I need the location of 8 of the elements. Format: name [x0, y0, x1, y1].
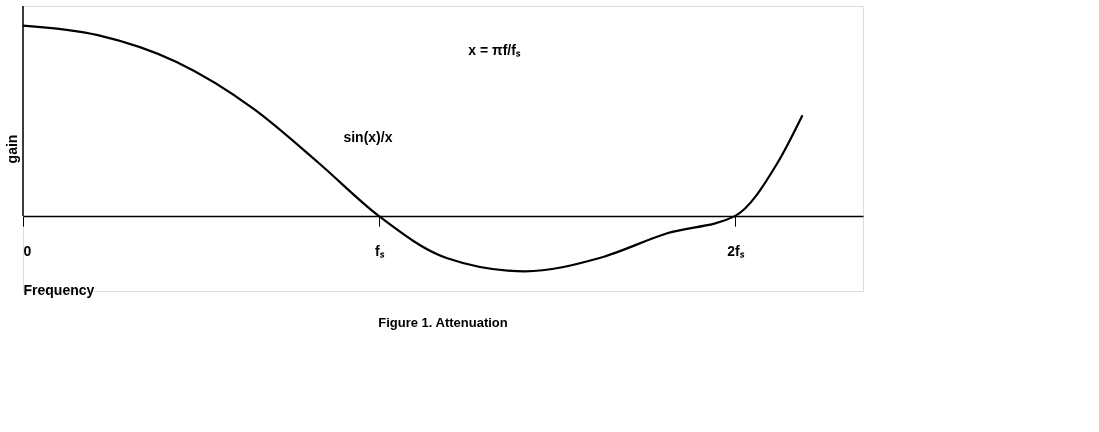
x-tick-label: 2fₛ: [727, 242, 745, 259]
x-tick-label: fₛ: [375, 242, 385, 259]
annotation: sin(x)/x: [343, 128, 393, 145]
y-axis-title: gain: [3, 134, 20, 164]
annotation: x = πf/fₛ: [468, 42, 521, 58]
text: Figure 1. Attenuation: [378, 315, 508, 331]
x-axis-title: Frequency: [23, 281, 95, 298]
x-tick-label: 0: [23, 242, 32, 259]
